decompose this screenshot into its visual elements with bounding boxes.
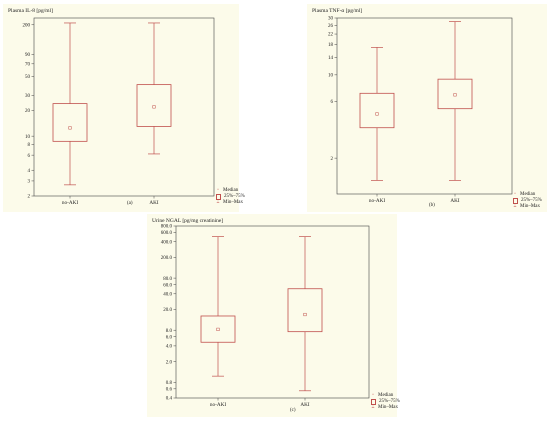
y-tick-label: 400.0 (161, 240, 173, 245)
legend-median-label: Median (520, 192, 536, 197)
legend: ▫ Median 25%–75% ⌶ Min–Max (215, 188, 245, 206)
legend: ▫ Median 25%–75% ⌶ Min–Max (370, 393, 400, 411)
legend-range: ⌶ Min–Max (512, 204, 542, 210)
panel-label: (b) (429, 203, 435, 208)
x-tick-label: no-AKI (210, 402, 226, 408)
box-plot-ngal: 0.4 0.6 0.8 2.0 4.0 6.08.0 20.0 40.0 60.080.0 200… (161, 225, 370, 408)
y-tick-label: 60.0 (163, 283, 172, 288)
panel-label: (c) (290, 408, 296, 413)
whisker-icon: ⌶ (216, 200, 220, 205)
legend-iqr-label: 25%–75% (224, 194, 245, 199)
y-tick-label: 18 (328, 43, 334, 48)
y-tick-label: 6 (28, 154, 31, 159)
y-tick-label: 2 (331, 157, 334, 162)
median-marker (152, 105, 156, 109)
median-marker (375, 112, 379, 116)
y-tick-label: 80.0 (163, 277, 172, 282)
x-tick-label: AKI (149, 200, 158, 206)
y-tick-label: 22 (328, 33, 334, 38)
legend-iqr: 25%–75% (512, 198, 542, 204)
y-tick-label: 4 (28, 169, 31, 174)
x-tick-label: no-AKI (62, 200, 78, 206)
median-marker (216, 327, 220, 331)
y-tick-label: 0.6 (166, 388, 173, 393)
legend-range-label: Min–Max (520, 204, 540, 209)
y-tick-label: 8 (28, 143, 31, 148)
y-tick-label: 30 (25, 94, 31, 99)
y-tick-label: 200 (23, 23, 31, 28)
legend-median-label: Median (223, 188, 239, 193)
y-tick-label: 70 (25, 63, 31, 68)
chart-panel-a: Plasma IL-8 [pg/ml] 2 3 4 6 8 10 20 30 50 70 90 200… (3, 4, 245, 212)
x-tick-label: no-AKI (369, 198, 385, 204)
median-square-icon: ▫ (514, 192, 516, 197)
plot-frame (33, 17, 215, 197)
y-tick-label: 14 (328, 56, 334, 61)
y-tick-label: 6 (331, 100, 334, 105)
y-tick-label: 20.0 (163, 308, 172, 313)
chart-panel-c: Urine NGAL [pg/mg creatinine] 0.4 0.6 0.8 2… (147, 214, 400, 417)
median-marker (453, 93, 457, 97)
legend-median: ▫ Median (512, 192, 542, 198)
legend-range: ⌶ Min–Max (215, 200, 245, 206)
y-tick-label: 90 (25, 53, 31, 58)
y-axis-label: Urine NGAL [pg/mg creatinine] (152, 218, 224, 224)
x-tick-label: AKI (450, 198, 459, 204)
y-tick-label: 4.0 (166, 345, 173, 350)
iqr-box (359, 92, 395, 129)
y-tick-label: 26 (328, 24, 334, 29)
iqr-box-icon (216, 194, 221, 200)
panel-label: (a) (127, 201, 133, 206)
y-tick-label: 800.0 (161, 225, 173, 230)
y-tick-label: 0.8 (166, 381, 173, 386)
y-axis-label: Plasma TNF-α [pg/ml] (312, 8, 363, 14)
median-marker (68, 126, 72, 130)
legend-iqr: 25%–75% (370, 399, 400, 405)
plot-frame (175, 225, 370, 399)
legend-median: ▫ Median (215, 188, 245, 194)
iqr-box (200, 315, 236, 343)
y-tick-label: 20 (25, 109, 31, 114)
y-tick-label: 50 (25, 75, 31, 80)
y-tick-label: 10 (25, 135, 31, 140)
legend-iqr-label: 25%–75% (379, 399, 400, 404)
y-tick-label: 6.0 (166, 335, 173, 340)
y-tick-label: 0.4 (166, 397, 173, 402)
legend-range-label: Min–Max (378, 405, 398, 410)
legend: ▫ Median 25%–75% ⌶ Min–Max (512, 192, 542, 210)
iqr-box (136, 84, 172, 127)
median-marker (303, 312, 307, 317)
legend-median: ▫ Median (370, 393, 400, 399)
iqr-box (437, 78, 473, 110)
y-tick-label: 8.0 (166, 329, 173, 334)
y-tick-label: 2.0 (166, 360, 173, 365)
legend-median-label: Median (378, 393, 394, 398)
chart-panel-b: Plasma TNF-α [pg/ml] 2 6 10 14 18 22 26 30 no-AK… (307, 4, 547, 212)
legend-range-label: Min–Max (223, 200, 243, 205)
median-square-icon: ▫ (217, 188, 219, 193)
iqr-box (287, 288, 323, 333)
whisker-icon: ⌶ (513, 204, 517, 209)
whisker-icon: ⌶ (371, 405, 375, 410)
median-square-icon: ▫ (372, 393, 374, 398)
y-tick-label: 10 (328, 74, 334, 79)
plot-frame (336, 17, 513, 195)
iqr-box-icon (371, 399, 376, 405)
box-plot-il8: 2 3 4 6 8 10 20 30 50 70 90 200 no-AKI AKI (23, 17, 215, 206)
legend-iqr: 25%–75% (215, 194, 245, 200)
y-tick-label: 3 (28, 180, 31, 185)
iqr-box (52, 103, 88, 142)
legend-iqr-label: 25%–75% (521, 198, 542, 203)
x-tick-label: AKI (300, 402, 309, 408)
iqr-box-icon (513, 198, 518, 204)
y-tick-label: 200.0 (161, 256, 173, 261)
y-tick-label: 30 (328, 17, 334, 22)
y-axis-label: Plasma IL-8 [pg/ml] (8, 8, 53, 14)
legend-range: ⌶ Min–Max (370, 405, 400, 411)
y-tick-label: 2 (28, 195, 31, 200)
y-tick-label: 600.0 (161, 231, 173, 236)
y-tick-label: 40.0 (163, 292, 172, 297)
